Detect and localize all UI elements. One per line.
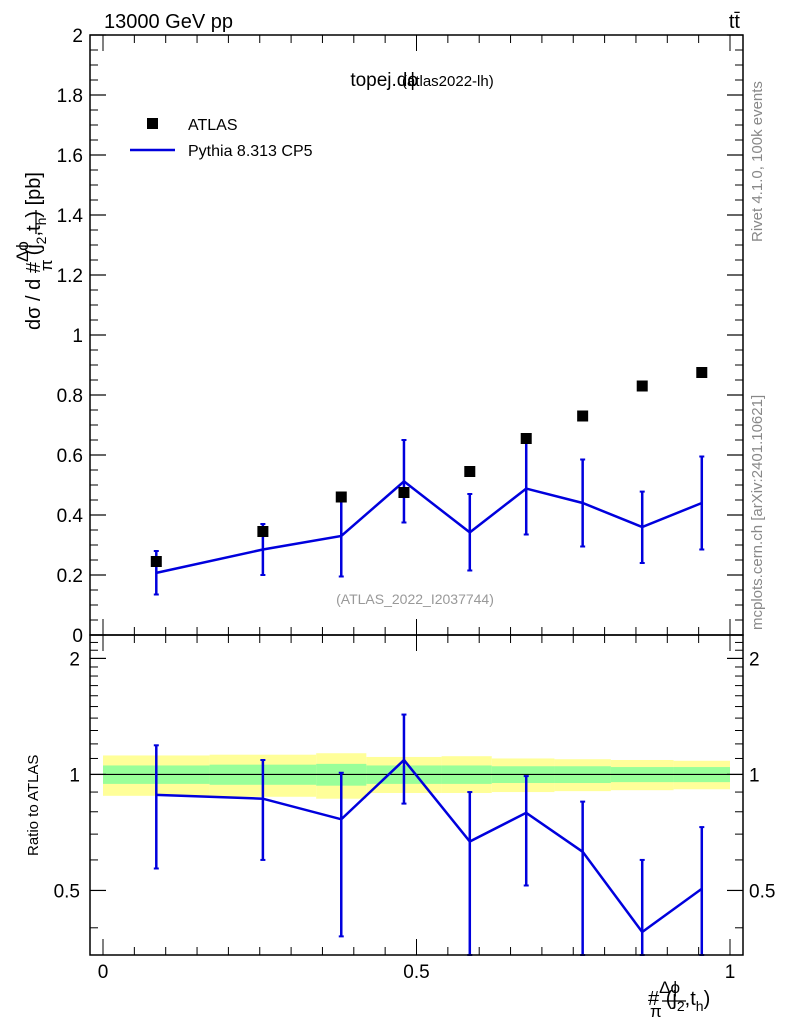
process-label: tt̄ xyxy=(729,11,741,33)
atlas-data-point xyxy=(636,380,648,392)
main-y-tick-label: 2 xyxy=(72,26,83,47)
main-y-tick-label: 1.2 xyxy=(57,266,83,287)
atlas-data-point xyxy=(464,466,476,477)
x-label-den: π xyxy=(650,1002,662,1021)
ratio-y-tick-label-right: 1 xyxy=(749,765,760,786)
main-y-tick-label: 1 xyxy=(72,326,83,347)
plot-subtitle: (atlas2022-lh) xyxy=(402,73,494,90)
main-y-tick-label: 1.6 xyxy=(57,146,83,167)
plot-title: topej.dϕ xyxy=(350,70,418,91)
ratio-y-tick-label-right: 0.5 xyxy=(749,881,775,902)
atlas-data-point xyxy=(577,410,589,422)
x-label-close: ) xyxy=(704,988,711,1010)
ratio-y-tick-label-left: 0.5 xyxy=(54,881,80,902)
mcplots-source-label: mcplots.cern.ch [arXiv:2401.10621] xyxy=(749,395,766,630)
main-y-tick-label: 1.8 xyxy=(57,86,83,107)
x-label-args: (j xyxy=(666,988,677,1010)
x-tick-label: 0 xyxy=(98,962,109,983)
main-y-tick-label: 0.2 xyxy=(57,566,83,587)
y-label-args: (j xyxy=(23,244,45,255)
x-label-lead: # xyxy=(648,988,660,1010)
atlas-data-point xyxy=(520,433,532,444)
x-label-sub1: 2 xyxy=(677,998,685,1014)
energy-label: 13000 GeV pp xyxy=(104,11,233,33)
main-y-tick-label: 0 xyxy=(72,626,83,647)
atlas-data-point xyxy=(150,556,162,567)
main-plot-panel: 0 0.2 0.4 0.6 0.8 1 1.2 1.4 1.6 1.8 2 topej.dϕ (at… xyxy=(13,26,744,647)
ratio-pythia-series-line xyxy=(156,758,703,934)
analysis-watermark: (ATLAS_2022_I2037744) xyxy=(336,591,494,607)
x-tick-label: 0.5 xyxy=(403,962,429,983)
svg-text:dσ / d #Δϕπ(j2,th) [pb]: dσ / d #Δϕπ (j2,th) [pb] xyxy=(13,172,56,330)
legend-pythia-label: Pythia 8.313 CP5 xyxy=(188,143,313,160)
rivet-version-label: Rivet 4.1.0, 100k events xyxy=(749,81,766,242)
y-label-den: π xyxy=(37,259,56,271)
x-label-num: Δϕ xyxy=(659,978,680,997)
main-y-tick-label: 0.8 xyxy=(57,386,83,407)
y-label-num: Δϕ xyxy=(13,241,32,262)
y-label-lead: dσ / d # xyxy=(23,261,45,330)
main-y-tick-label: 0.4 xyxy=(57,506,84,527)
ratio-y-tick-label-left: 2 xyxy=(69,649,80,670)
y-label-close: ) [pb] xyxy=(23,172,45,218)
x-tick-label: 1 xyxy=(725,962,736,983)
x-label-mid: ,t xyxy=(685,988,697,1010)
atlas-data-point xyxy=(335,491,347,503)
ratio-y-axis-label: Ratio to ATLAS xyxy=(25,755,42,856)
x-axis-label: #Δϕ π(j2,th) xyxy=(648,978,710,1021)
main-y-tick-label: 0.6 xyxy=(57,446,83,467)
ratio-y-tick-label-right: 2 xyxy=(749,649,760,670)
main-y-tick-label: 1.4 xyxy=(57,206,84,227)
atlas-data-point xyxy=(257,526,269,537)
ratio-y-tick-label-left: 1 xyxy=(69,765,80,786)
legend: ATLAS Pythia 8.313 CP5 xyxy=(130,117,313,160)
y-label-sub1: 2 xyxy=(33,236,49,244)
pythia-series-line xyxy=(156,479,703,575)
y-label-sub2: h xyxy=(33,218,49,226)
atlas-data-point xyxy=(398,487,410,498)
legend-atlas-marker xyxy=(147,118,158,129)
ratio-plot-panel: 0.5 0.51 12 20 0.5 1 Ratio to ATLAS #Δϕ π(j2,t… xyxy=(25,634,775,1021)
y-label-mid: ,t xyxy=(23,225,45,237)
main-y-axis-label: dσ / d #Δϕπ (j2,th) [pb] xyxy=(13,172,56,330)
svg-text:#Δϕπ(j2,th): #Δϕ π(j2,th) xyxy=(648,978,710,1021)
x-label-sub2: h xyxy=(696,998,704,1014)
atlas-data-point xyxy=(696,367,708,378)
legend-atlas-label: ATLAS xyxy=(188,117,238,134)
